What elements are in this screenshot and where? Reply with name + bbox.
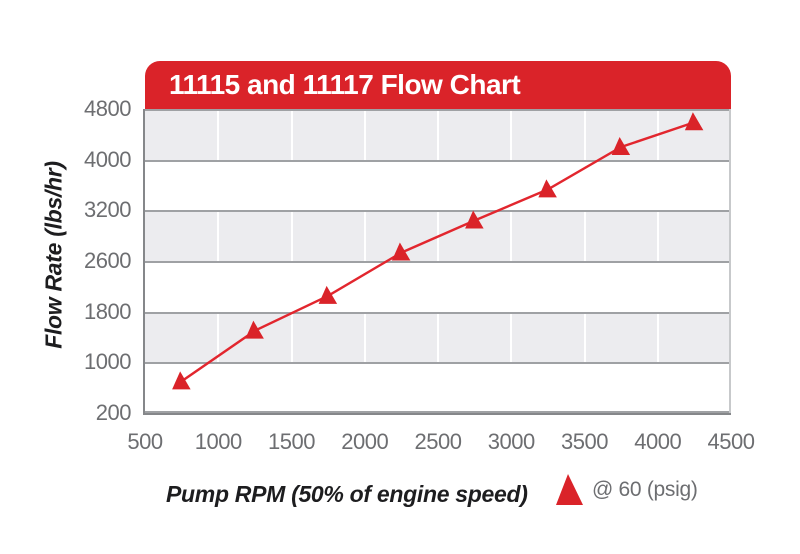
y-tick-label: 1800	[84, 298, 131, 324]
flow-line-chart	[172, 112, 704, 390]
y-tick-label: 4000	[84, 146, 131, 172]
y-tick-label: 3200	[84, 197, 131, 223]
x-tick-label: 2000	[341, 429, 389, 454]
x-tick-label: 3500	[561, 429, 608, 454]
data-point-marker	[391, 242, 411, 261]
x-tick-label: 3000	[487, 429, 535, 454]
x-axis-title: Pump RPM (50% of engine speed)	[166, 481, 528, 507]
x-axis-line	[143, 413, 731, 415]
gridline-horizontal	[145, 261, 731, 263]
y-tick-label: 1000	[84, 349, 131, 375]
y-axis-line	[143, 109, 145, 413]
gridline-horizontal	[145, 210, 731, 213]
plot-area	[143, 109, 731, 415]
data-point-marker	[172, 371, 191, 390]
chart-title-banner: 11115 and 11117 Flow Chart	[145, 61, 731, 109]
data-point-marker	[465, 210, 484, 229]
x-tick-label: 1500	[268, 429, 315, 454]
y-tick-label: 2600	[84, 248, 131, 273]
gridline-horizontal	[145, 362, 731, 365]
data-point-marker	[245, 320, 264, 339]
x-tick-label: 2500	[414, 429, 462, 454]
y-axis-title: Flow Rate (lbs/hr)	[40, 161, 67, 349]
gridline-horizontal	[145, 311, 731, 314]
gridline-horizontal	[145, 411, 731, 413]
y-tick-label: 200	[95, 400, 132, 425]
gridline-horizontal	[145, 159, 731, 162]
x-tick-label: 1000	[194, 429, 242, 454]
x-tick-label: 4000	[634, 429, 682, 454]
y-tick-label: 4800	[84, 96, 131, 121]
flow-line	[180, 121, 695, 383]
x-tick-label: 4500	[707, 429, 755, 454]
plot-right-border	[729, 109, 731, 413]
data-point-marker	[538, 179, 557, 198]
legend-label: @ 60 (psig)	[592, 477, 698, 501]
legend: @ 60 (psig)	[556, 474, 698, 505]
gridline-horizontal	[145, 109, 731, 111]
x-tick-label: 500	[127, 429, 163, 454]
chart-title: 11115 and 11117 Flow Chart	[169, 69, 521, 100]
red-triangle-icon	[556, 474, 583, 505]
data-point-marker	[611, 137, 631, 155]
data-point-marker	[318, 285, 338, 304]
data-point-marker	[684, 112, 704, 131]
